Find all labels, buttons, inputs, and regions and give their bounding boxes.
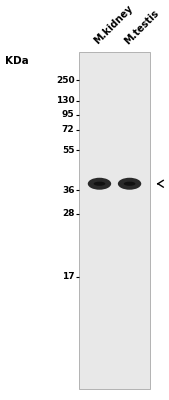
Text: 130: 130 — [56, 96, 74, 105]
Text: 17: 17 — [62, 272, 74, 281]
Text: M.kidney: M.kidney — [92, 4, 135, 46]
Text: 28: 28 — [62, 209, 74, 218]
Text: KDa: KDa — [5, 56, 29, 66]
Ellipse shape — [94, 182, 105, 186]
Text: 95: 95 — [62, 110, 74, 119]
Ellipse shape — [124, 182, 135, 186]
Text: 72: 72 — [62, 125, 74, 134]
Text: 250: 250 — [56, 76, 74, 84]
Ellipse shape — [88, 178, 111, 190]
Text: M.testis: M.testis — [123, 8, 161, 46]
Ellipse shape — [118, 178, 141, 190]
Text: 36: 36 — [62, 186, 74, 195]
Text: 55: 55 — [62, 146, 74, 154]
Bar — [79, 52, 150, 389]
